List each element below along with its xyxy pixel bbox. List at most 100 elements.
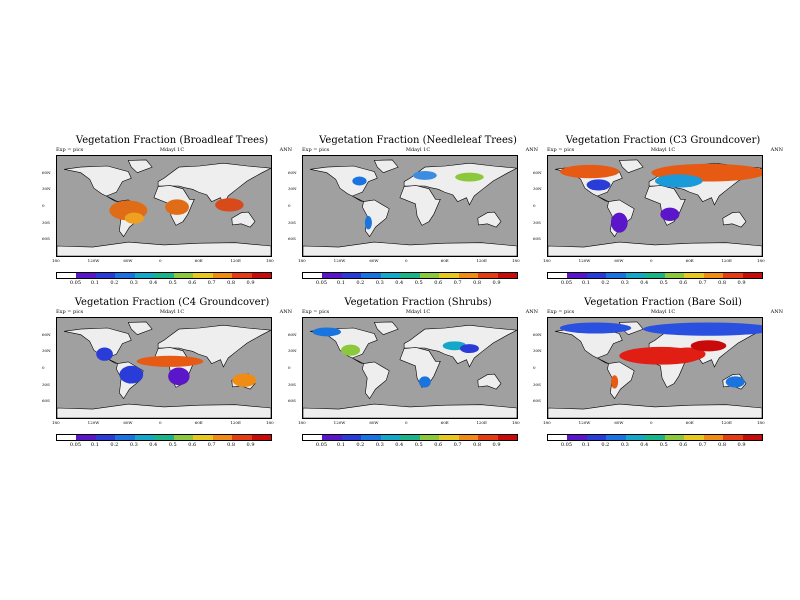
lat-tick-label: 30S xyxy=(533,219,541,225)
colorbar-swatch xyxy=(251,435,271,440)
vegetation-patch xyxy=(96,347,113,361)
colorbar-swatch xyxy=(76,273,96,278)
colorbar-swatch xyxy=(567,435,587,440)
colorbar-swatch xyxy=(567,273,587,278)
colorbar-tick-label: 0.3 xyxy=(375,442,384,448)
colorbar-tick-label: 0.05 xyxy=(560,442,573,448)
colorbar-swatch xyxy=(232,273,252,278)
map-panel: Vegetation Fraction (Bare Soil) Exp = pic… xyxy=(533,297,783,457)
lat-tick-label: 0 xyxy=(288,365,291,370)
colorbar-swatch xyxy=(322,273,342,278)
experiment-label: Exp = pics xyxy=(547,309,575,315)
colorbar-tick-label: 0.2 xyxy=(356,442,365,448)
colorbar-swatch xyxy=(625,273,646,278)
map-frame xyxy=(547,317,763,419)
lon-tick-label: 120E xyxy=(721,420,732,425)
lon-tick-label: 60E xyxy=(194,420,203,425)
colorbar-tick-label: 0.4 xyxy=(640,442,649,448)
map-canvas xyxy=(548,156,762,256)
land-mass xyxy=(373,321,399,336)
lon-tick-label: 60E xyxy=(440,258,449,263)
vegetation-patch xyxy=(459,344,479,353)
season-label: ANN xyxy=(770,147,783,153)
land-mass xyxy=(127,321,153,336)
colorbar-tick-label: 0.9 xyxy=(492,442,501,448)
lon-tick-label: 60E xyxy=(685,420,694,425)
lon-tick-label: 120W xyxy=(333,420,346,425)
lon-tick-label: 180 xyxy=(757,420,765,425)
colorbar-swatch xyxy=(664,435,685,440)
map-canvas xyxy=(57,318,271,418)
colorbar-swatch xyxy=(134,435,155,440)
vegetation-patch xyxy=(643,322,762,336)
colorbar-swatch xyxy=(95,435,116,440)
lat-tick-label: 30N xyxy=(533,186,542,192)
map-canvas xyxy=(303,318,517,418)
vegetation-patch xyxy=(455,172,484,182)
colorbar-swatch xyxy=(212,435,233,440)
lon-tick-label: 120E xyxy=(721,258,732,263)
colorbar-tick-label: 0.3 xyxy=(375,280,384,286)
colorbar-tick-label: 0.2 xyxy=(110,442,119,448)
lat-tick-label: 60N xyxy=(42,169,51,175)
colorbar-swatch xyxy=(173,273,194,278)
panel-title: Vegetation Fraction (C4 Groundcover) xyxy=(74,297,270,308)
vegetation-patch xyxy=(364,216,372,230)
map-panel: Vegetation Fraction (C3 Groundcover) Exp … xyxy=(533,135,783,295)
lon-tick-label: 120W xyxy=(333,258,346,263)
map-frame xyxy=(547,155,763,257)
colorbar-swatch xyxy=(134,273,155,278)
colorbar-swatch xyxy=(173,435,194,440)
vegetation-patch xyxy=(611,212,628,233)
lon-tick-label: 120W xyxy=(87,258,100,263)
map-frame xyxy=(56,155,272,257)
colorbar-swatch xyxy=(361,273,381,278)
lon-tick-label: 120E xyxy=(476,258,487,263)
case-label: Mdayl 1C xyxy=(159,309,185,315)
colorbar-tick-label: 0.9 xyxy=(246,280,255,286)
colorbar-swatch xyxy=(380,435,401,440)
colorbar-tick-label: 0.8 xyxy=(473,280,482,286)
lat-tick-label: 60S xyxy=(42,398,50,404)
lat-tick-label: 60S xyxy=(533,398,541,404)
lat-tick-label: 0 xyxy=(42,203,45,208)
land-mass xyxy=(57,241,271,256)
colorbar-swatch xyxy=(548,273,568,278)
vegetation-patch xyxy=(352,176,367,186)
colorbar-swatch xyxy=(458,435,479,440)
lat-tick-label: 30N xyxy=(42,186,51,192)
vegetation-patch xyxy=(725,376,745,388)
colorbar-tick-label: 0.8 xyxy=(473,442,482,448)
land-mass xyxy=(548,241,762,256)
colorbar-swatch xyxy=(57,435,77,440)
vegetation-patch xyxy=(669,347,706,361)
season-label: ANN xyxy=(279,147,292,153)
lon-tick-label: 180 xyxy=(52,258,60,263)
colorbar-tick-label: 0.6 xyxy=(188,442,197,448)
land-mass xyxy=(57,403,271,418)
vegetation-patch xyxy=(124,212,144,224)
lat-tick-label: 30S xyxy=(288,219,296,225)
season-label: ANN xyxy=(279,309,292,315)
lon-tick-label: 180 xyxy=(512,258,520,263)
colorbar-swatch xyxy=(154,435,174,440)
lat-tick-label: 60S xyxy=(42,236,50,242)
colorbar-swatch xyxy=(645,435,665,440)
vegetation-patch xyxy=(611,375,619,389)
colorbar-tick-label: 0.9 xyxy=(737,280,746,286)
lon-tick-label: 0 xyxy=(405,420,408,425)
colorbar-tick-label: 0.2 xyxy=(110,280,119,286)
colorbar-swatch xyxy=(703,273,724,278)
colorbar-swatch xyxy=(57,273,77,278)
colorbar-swatch xyxy=(193,435,213,440)
colorbar-swatch xyxy=(664,273,685,278)
lon-tick-label: 0 xyxy=(159,420,162,425)
lon-tick-label: 180 xyxy=(757,258,765,263)
colorbar-tick-label: 0.8 xyxy=(227,442,236,448)
lon-tick-label: 0 xyxy=(650,258,653,263)
colorbar-labels: 0.05 0.1 0.2 0.3 0.4 0.5 0.6 0.7 0.8 0.9 xyxy=(56,280,270,286)
lon-tick-label: 180 xyxy=(512,420,520,425)
lat-tick-label: 60S xyxy=(288,236,296,242)
lat-tick-label: 30S xyxy=(533,381,541,387)
lat-tick-label: 0 xyxy=(533,365,536,370)
